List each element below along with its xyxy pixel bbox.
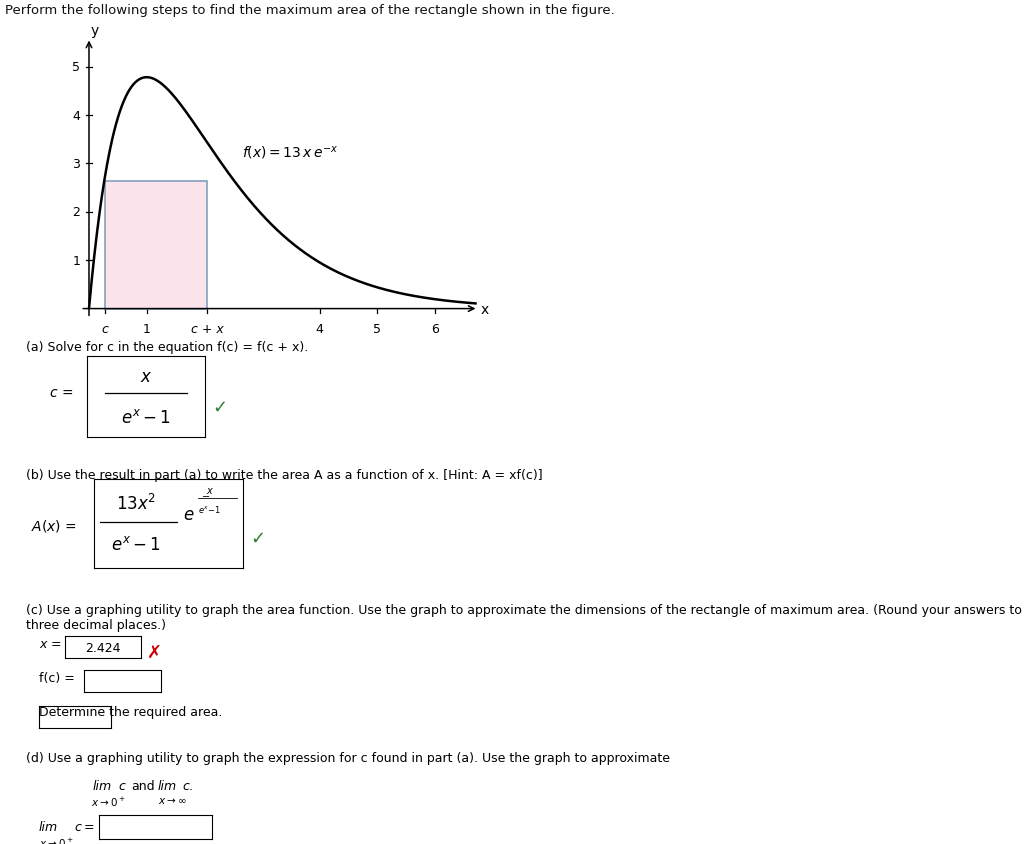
Text: 6: 6 [431,322,439,336]
Text: 1: 1 [142,322,151,336]
Text: 5: 5 [73,61,80,74]
Text: $c$ =: $c$ = [49,386,74,399]
Text: lim: lim [39,820,58,833]
Text: $e$: $e$ [183,506,195,524]
Text: y: y [90,24,98,38]
Text: $x$: $x$ [139,367,153,385]
Text: $x \to 0^+$: $x \to 0^+$ [91,795,126,809]
Text: 4: 4 [315,322,324,336]
Text: c: c [101,322,109,336]
Text: 4: 4 [73,110,80,122]
Text: ✓: ✓ [250,528,265,547]
Text: $c$: $c$ [118,779,126,792]
Text: (a) Solve for c in the equation f(c) = f(c + x).: (a) Solve for c in the equation f(c) = f… [26,340,308,353]
Text: $c$: $c$ [74,820,82,833]
Text: 1: 1 [73,254,80,268]
Text: ✓: ✓ [212,398,227,417]
Text: (d) Use a graphing utility to graph the expression for c found in part (a). Use : (d) Use a graphing utility to graph the … [26,751,670,764]
Text: (c) Use a graphing utility to graph the area function. Use the graph to approxim: (c) Use a graphing utility to graph the … [26,603,1022,631]
Text: lim: lim [158,779,177,792]
Text: $e^x\!-\!1$: $e^x\!-\!1$ [199,503,222,514]
Text: lim: lim [92,779,112,792]
Text: c + x: c + x [190,322,223,336]
Text: $13x^2$: $13x^2$ [116,493,156,513]
Text: =: = [84,820,94,833]
Text: $A(x)$ =: $A(x)$ = [31,518,77,533]
Text: $e^x - 1$: $e^x - 1$ [111,535,161,553]
Text: $x \to \infty$: $x \to \infty$ [158,795,186,805]
Text: and: and [131,779,155,792]
Text: 2.424: 2.424 [85,641,121,654]
Text: 2: 2 [73,206,80,219]
Text: $-\;$: $-\;$ [201,490,210,500]
Text: $c.$: $c.$ [182,779,194,792]
Text: $x$ =: $x$ = [39,637,61,650]
Text: x: x [480,302,488,316]
Text: $x$: $x$ [206,485,214,495]
Text: $f(x) = 13\,x\,e^{-x}$: $f(x) = 13\,x\,e^{-x}$ [242,143,338,160]
Text: $x \to 0^+$: $x \to 0^+$ [39,836,74,844]
Text: 3: 3 [73,158,80,170]
Text: ✗: ✗ [146,643,162,661]
Text: $e^x - 1$: $e^x - 1$ [121,409,171,427]
Text: Perform the following steps to find the maximum area of the rectangle shown in t: Perform the following steps to find the … [5,4,614,17]
Text: 5: 5 [374,322,381,336]
Bar [105,182,207,309]
Text: Determine the required area.: Determine the required area. [39,705,222,717]
Text: f(c) =: f(c) = [39,671,75,684]
Text: (b) Use the result in part (a) to write the area A as a function of x. [Hint: A : (b) Use the result in part (a) to write … [26,468,543,481]
